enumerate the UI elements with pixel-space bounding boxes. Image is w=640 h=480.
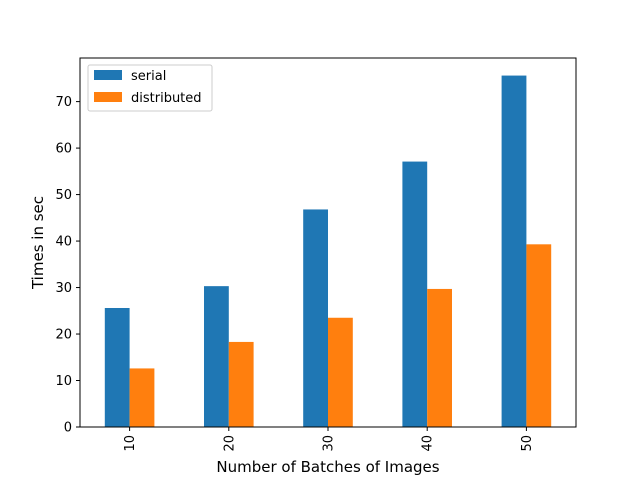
x-tick-label-50: 50 (520, 435, 535, 452)
x-axis-ticks: 10 20 30 40 50 (123, 427, 535, 452)
bars-group (104, 75, 552, 428)
bar-distributed-40 (427, 288, 452, 427)
bar-serial-20 (204, 286, 229, 427)
y-tick-label-50: 50 (55, 188, 72, 203)
y-tick-label-10: 10 (55, 374, 72, 389)
y-tick-label-60: 60 (55, 142, 72, 157)
x-tick-label-30: 30 (322, 435, 337, 452)
x-tick-label-20: 20 (222, 435, 237, 452)
x-tick-label-10: 10 (123, 435, 138, 452)
bar-serial-40 (402, 161, 428, 428)
y-tick-label-70: 70 (55, 95, 72, 110)
y-tick-label-0: 0 (64, 421, 72, 436)
y-tick-label-40: 40 (55, 235, 72, 250)
bar-distributed-20 (228, 341, 254, 427)
bar-serial-50 (501, 75, 527, 428)
legend-swatch-serial (94, 70, 122, 80)
y-tick-label-20: 20 (55, 328, 72, 343)
bar-serial-10 (104, 307, 130, 427)
bar-distributed-30 (328, 317, 353, 427)
bar-distributed-50 (526, 244, 552, 427)
y-tick-label-30: 30 (55, 281, 72, 296)
axes-frame (79, 57, 577, 428)
y-axis-ticks: 0 10 20 30 40 50 60 70 (55, 95, 80, 436)
legend-label-serial: serial (131, 69, 166, 84)
y-axis-label: Times in sec (29, 196, 47, 290)
bar-serial-30 (303, 209, 328, 427)
legend-label-distributed: distributed (131, 91, 202, 106)
legend: serial distributed (87, 64, 213, 112)
legend-swatch-distributed (94, 92, 122, 102)
x-axis-label: Number of Batches of Images (216, 458, 439, 476)
x-tick-label-40: 40 (421, 435, 436, 452)
bar-distributed-10 (129, 368, 155, 427)
